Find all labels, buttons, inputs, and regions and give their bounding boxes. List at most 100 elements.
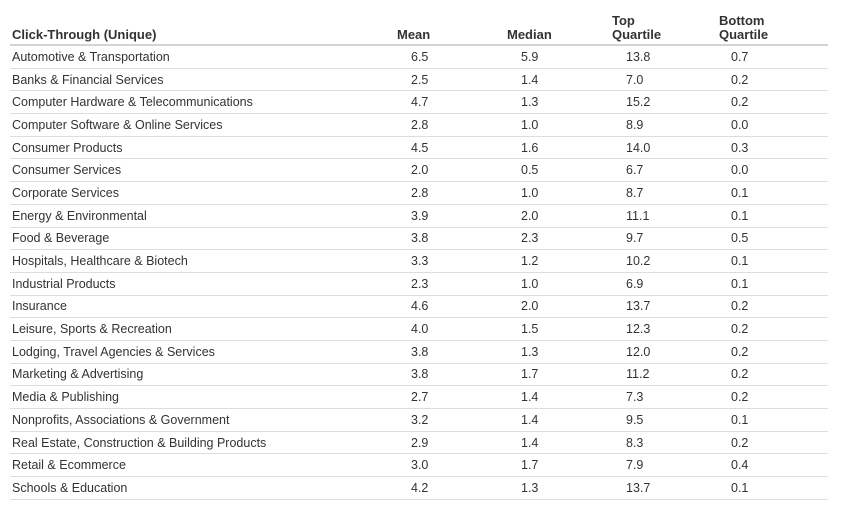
table-row: Industrial Products 2.3 1.0 6.9 0.1	[10, 272, 828, 296]
header-category: Click-Through (Unique)	[10, 12, 395, 46]
category-cell: Retail & Ecommerce	[10, 453, 395, 478]
bottom-quartile-cell: 0.2	[717, 90, 828, 115]
median-cell: 1.5	[505, 317, 610, 341]
mean-cell: 4.5	[395, 136, 505, 160]
bottom-quartile-cell: 0.5	[717, 227, 828, 251]
bottom-quartile-cell: 0.0	[717, 158, 828, 183]
bottom-quartile-cell: 0.1	[717, 476, 828, 500]
median-cell: 2.0	[505, 295, 610, 319]
header-row: Click-Through (Unique) Mean Median Top Quart…	[10, 12, 828, 46]
median-cell: 1.7	[505, 363, 610, 387]
bottom-quartile-cell: 0.1	[717, 272, 828, 296]
category-cell: Computer Software & Online Services	[10, 113, 395, 137]
top-quartile-cell: 7.0	[610, 68, 717, 92]
table-row: Media & Publishing 2.7 1.4 7.3 0.2	[10, 385, 828, 409]
top-quartile-cell: 7.9	[610, 453, 717, 478]
bottom-quartile-cell: 0.2	[717, 385, 828, 409]
category-cell: Marketing & Advertising	[10, 363, 395, 387]
median-cell: 1.0	[505, 181, 610, 205]
table-row: Energy & Environmental 3.9 2.0 11.1 0.1	[10, 204, 828, 228]
category-cell: Computer Hardware & Telecommunications	[10, 90, 395, 115]
header-top-quartile: Top Quartile	[610, 12, 717, 46]
mean-cell: 2.8	[395, 113, 505, 137]
mean-cell: 6.5	[395, 45, 505, 69]
table-row: Marketing & Advertising 3.8 1.7 11.2 0.2	[10, 363, 828, 387]
category-cell: Energy & Environmental	[10, 204, 395, 228]
bottom-quartile-cell: 0.3	[717, 136, 828, 160]
mean-cell: 4.2	[395, 476, 505, 500]
table-row: Hospitals, Healthcare & Biotech 3.3 1.2 10.…	[10, 249, 828, 273]
mean-cell: 3.0	[395, 453, 505, 478]
header-bottom-quartile: Bottom Quartile	[717, 12, 828, 46]
table-row: Consumer Products 4.5 1.6 14.0 0.3	[10, 136, 828, 160]
bottom-quartile-cell: 0.1	[717, 408, 828, 432]
category-cell: Banks & Financial Services	[10, 68, 395, 92]
category-cell: Nonprofits, Associations & Government	[10, 408, 395, 432]
mean-cell: 3.8	[395, 227, 505, 251]
top-quartile-cell: 6.9	[610, 272, 717, 296]
mean-cell: 3.9	[395, 204, 505, 228]
mean-cell: 4.7	[395, 90, 505, 115]
mean-cell: 3.8	[395, 363, 505, 387]
category-cell: Schools & Education	[10, 476, 395, 500]
header-median: Median	[505, 12, 610, 46]
bottom-quartile-cell: 0.2	[717, 363, 828, 387]
median-cell: 1.4	[505, 385, 610, 409]
benchmark-table-container: Click-Through (Unique) Mean Median Top Quart…	[10, 12, 828, 500]
header-mean: Mean	[395, 12, 505, 46]
median-cell: 1.3	[505, 476, 610, 500]
table-header: Click-Through (Unique) Mean Median Top Quart…	[10, 12, 828, 46]
bottom-quartile-cell: 0.2	[717, 431, 828, 455]
mean-cell: 3.2	[395, 408, 505, 432]
median-cell: 1.7	[505, 453, 610, 478]
top-quartile-cell: 14.0	[610, 136, 717, 160]
bottom-quartile-cell: 0.2	[717, 295, 828, 319]
table-row: Schools & Education 4.2 1.3 13.7 0.1	[10, 476, 828, 500]
table-row: Lodging, Travel Agencies & Services 3.8 1.…	[10, 340, 828, 364]
mean-cell: 2.8	[395, 181, 505, 205]
category-cell: Hospitals, Healthcare & Biotech	[10, 249, 395, 273]
median-cell: 1.0	[505, 272, 610, 296]
top-quartile-cell: 9.5	[610, 408, 717, 432]
category-cell: Real Estate, Construction & Building Pro…	[10, 431, 395, 455]
table-row: Computer Software & Online Services 2.8 1.…	[10, 113, 828, 137]
median-cell: 1.3	[505, 340, 610, 364]
table-row: Food & Beverage 3.8 2.3 9.7 0.5	[10, 227, 828, 251]
bottom-quartile-cell: 0.4	[717, 453, 828, 478]
table-row: Real Estate, Construction & Building Pro…	[10, 431, 828, 455]
category-cell: Media & Publishing	[10, 385, 395, 409]
table-body: Automotive & Transportation 6.5 5.9 13.8 0.7…	[10, 45, 828, 500]
top-quartile-cell: 10.2	[610, 249, 717, 273]
table-row: Automotive & Transportation 6.5 5.9 13.8 0.7	[10, 45, 828, 69]
category-cell: Consumer Services	[10, 158, 395, 183]
category-cell: Leisure, Sports & Recreation	[10, 317, 395, 341]
table-row: Leisure, Sports & Recreation 4.0 1.5 12.3 0.…	[10, 317, 828, 341]
top-quartile-cell: 12.0	[610, 340, 717, 364]
median-cell: 5.9	[505, 45, 610, 69]
table-row: Nonprofits, Associations & Government 3.2…	[10, 408, 828, 432]
median-cell: 1.4	[505, 408, 610, 432]
bottom-quartile-cell: 0.2	[717, 340, 828, 364]
median-cell: 2.3	[505, 227, 610, 251]
median-cell: 0.5	[505, 158, 610, 183]
table-row: Consumer Services 2.0 0.5 6.7 0.0	[10, 158, 828, 183]
median-cell: 1.2	[505, 249, 610, 273]
category-cell: Industrial Products	[10, 272, 395, 296]
mean-cell: 3.3	[395, 249, 505, 273]
top-quartile-cell: 12.3	[610, 317, 717, 341]
top-quartile-cell: 8.3	[610, 431, 717, 455]
table-row: Computer Hardware & Telecommunications 4.…	[10, 90, 828, 115]
top-quartile-cell: 15.2	[610, 90, 717, 115]
bottom-quartile-cell: 0.7	[717, 45, 828, 69]
top-quartile-cell: 8.9	[610, 113, 717, 137]
top-quartile-cell: 8.7	[610, 181, 717, 205]
median-cell: 1.0	[505, 113, 610, 137]
median-cell: 2.0	[505, 204, 610, 228]
click-through-table: Click-Through (Unique) Mean Median Top Quart…	[10, 12, 828, 500]
mean-cell: 2.3	[395, 272, 505, 296]
mean-cell: 2.7	[395, 385, 505, 409]
top-quartile-cell: 7.3	[610, 385, 717, 409]
table-row: Insurance 4.6 2.0 13.7 0.2	[10, 295, 828, 319]
mean-cell: 4.6	[395, 295, 505, 319]
top-quartile-cell: 11.1	[610, 204, 717, 228]
